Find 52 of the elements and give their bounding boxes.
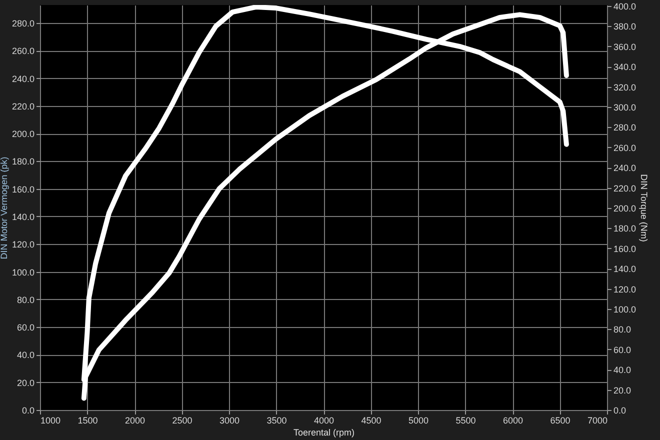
y2-tick-label: 180.0	[614, 224, 636, 234]
y-tick-label: 140.0	[12, 212, 34, 222]
y-tick-label: 60.0	[16, 322, 34, 333]
y-tick-label: 240.0	[12, 74, 34, 84]
y2-tick-label: 380.0	[614, 22, 636, 32]
y2-tick-label: 260.0	[614, 142, 636, 153]
x-tick-label: 5000	[408, 416, 429, 426]
x-tick-label: 2000	[124, 416, 146, 426]
y-tick-label: 180.0	[12, 156, 34, 167]
y2-tick-label: 0.0	[614, 406, 626, 416]
x-axis-title: Toerental (rpm)	[293, 428, 355, 438]
y-tick-label: 80.0	[16, 294, 34, 305]
y-tick-label: 20.0	[16, 378, 34, 388]
y2-tick-label: 20.0	[614, 385, 632, 396]
y-tick-label: 220.0	[12, 101, 34, 112]
y2-tick-label: 80.0	[614, 324, 632, 335]
y2-tick-label: 220.0	[614, 183, 636, 194]
y2-tick-label: 280.0	[614, 122, 636, 133]
y2-tick-label: 300.0	[614, 102, 636, 113]
y2-tick-label: 40.0	[614, 365, 632, 376]
y-tick-label: 120.0	[12, 240, 34, 250]
y2-tick-label: 160.0	[614, 244, 636, 254]
y2-axis-title: DIN Torque (Nm)	[639, 174, 650, 242]
x-tick-label: 6000	[502, 416, 524, 426]
x-tick-label: 6500	[550, 416, 570, 426]
y-tick-label: 40.0	[16, 350, 34, 360]
x-tick-label: 7000	[587, 416, 608, 426]
x-tick-label: 2500	[172, 416, 192, 426]
y2-tick-label: 140.0	[614, 264, 636, 274]
x-tick-label: 1000	[40, 416, 61, 426]
y2-tick-label: 400.0	[614, 2, 636, 12]
y2-tick-label: 200.0	[614, 204, 636, 214]
y2-tick-label: 100.0	[614, 304, 636, 315]
y-tick-label: 0.0	[22, 406, 34, 416]
y2-tick-label: 340.0	[614, 62, 636, 72]
x-tick-label: 4000	[314, 416, 334, 426]
y2-tick-label: 120.0	[614, 284, 636, 294]
x-tick-label: 5500	[456, 416, 476, 426]
y2-tick-label: 320.0	[614, 82, 636, 92]
y-tick-label: 280.0	[12, 18, 34, 28]
y-tick-label: 160.0	[12, 184, 34, 194]
y-tick-label: 100.0	[12, 267, 34, 278]
y2-tick-label: 360.0	[614, 42, 636, 52]
x-tick-label: 1500	[78, 416, 98, 426]
x-tick-label: 3500	[266, 416, 287, 426]
y2-tick-label: 240.0	[614, 163, 636, 174]
x-tick-label: 3000	[219, 416, 240, 426]
x-tick-label: 4500	[361, 416, 382, 426]
y-tick-label: 200.0	[12, 129, 34, 140]
y2-tick-label: 60.0	[614, 344, 632, 355]
y-tick-label: 260.0	[12, 46, 34, 56]
y-axis-title: DIN Motor Vermogen (pk)	[0, 156, 9, 260]
